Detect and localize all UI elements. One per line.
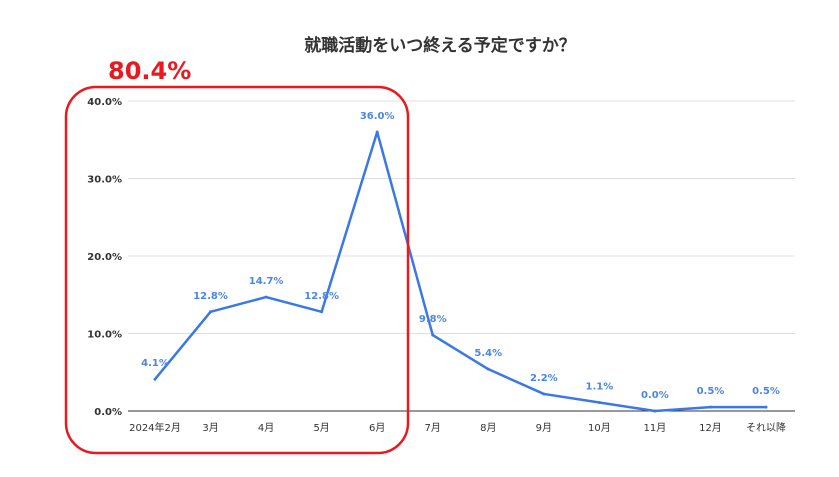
data-label: 12.8% <box>304 291 339 302</box>
data-label: 1.1% <box>585 381 613 392</box>
x-tick-label: 3月 <box>202 422 218 434</box>
highlight-box <box>64 85 410 455</box>
data-label: 2.2% <box>530 373 558 384</box>
x-tick-label: 8月 <box>480 422 496 434</box>
data-point <box>264 295 268 299</box>
y-tick-label: 10.0% <box>87 330 122 341</box>
y-tick-label: 0.0% <box>94 407 122 418</box>
y-axis: 0.0% 10.0% 20.0% 30.0% 40.0% <box>87 97 122 418</box>
chart-title: 就職活動をいつ終える予定ですか？ <box>304 35 576 56</box>
data-label: 0.5% <box>697 386 725 397</box>
data-point <box>320 310 324 314</box>
x-tick-label: 2024年2月 <box>129 421 181 434</box>
data-point <box>153 377 157 381</box>
data-labels: 4.1% 12.8% 14.7% 12.8% 36.0% 9.8% 5.4% 2.2% 1.1%… <box>141 111 780 401</box>
x-axis: 2024年2月 3月 4月 5月 6月 7月 8月 9月 10月 11月 12月 それ以降 <box>129 421 786 434</box>
data-label: 14.7% <box>249 276 284 287</box>
x-tick-label: それ以降 <box>746 421 786 434</box>
data-point <box>597 400 601 404</box>
data-point <box>764 405 768 409</box>
data-label: 4.1% <box>141 358 169 369</box>
series-layer <box>153 130 768 413</box>
y-tick-label: 30.0% <box>87 175 122 186</box>
data-label: 5.4% <box>474 348 502 359</box>
x-tick-label: 5月 <box>313 422 329 434</box>
y-tick-label: 20.0% <box>87 252 122 263</box>
x-tick-label: 7月 <box>425 422 441 434</box>
data-point <box>486 367 490 371</box>
data-point <box>653 409 657 413</box>
x-tick-label: 4月 <box>258 422 274 434</box>
data-label: 12.8% <box>193 291 228 302</box>
data-point <box>542 392 546 396</box>
highlight-total-label: 80.4% <box>108 57 191 85</box>
data-point <box>209 310 213 314</box>
x-tick-label: 9月 <box>536 422 552 434</box>
data-label: 0.0% <box>641 390 669 401</box>
data-label: 0.5% <box>752 386 780 397</box>
data-point <box>431 333 435 337</box>
y-tick-label: 40.0% <box>87 97 122 108</box>
series-line <box>153 130 768 413</box>
data-point <box>708 405 712 409</box>
data-label: 36.0% <box>360 111 395 122</box>
data-point <box>375 130 379 134</box>
x-tick-label: 12月 <box>699 422 722 434</box>
data-label: 9.8% <box>419 314 447 325</box>
gridlines <box>128 100 795 412</box>
x-tick-label: 11月 <box>644 422 667 434</box>
x-tick-label: 6月 <box>369 422 385 434</box>
highlight-annotation: 80.4% <box>64 57 410 455</box>
x-tick-label: 10月 <box>588 422 611 434</box>
